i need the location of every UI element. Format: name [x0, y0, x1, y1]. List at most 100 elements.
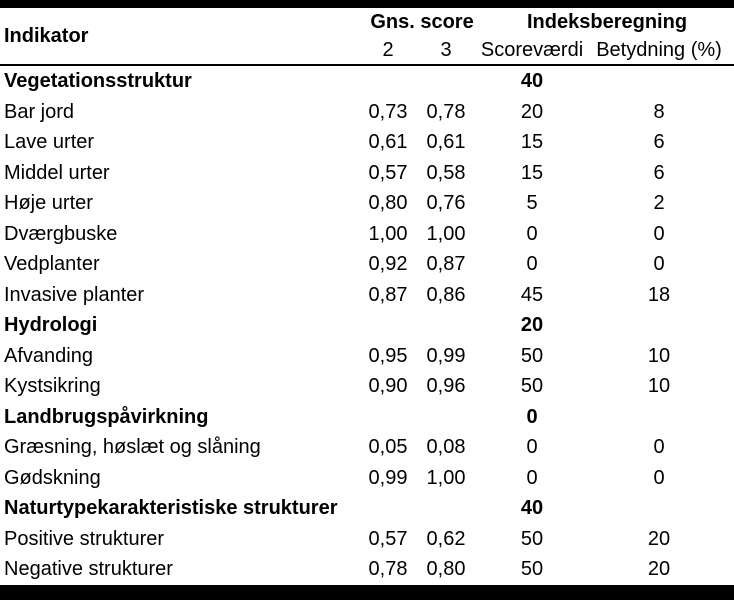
cell-score-3: [412, 310, 480, 341]
cell-scorevaerdi: 40: [520, 70, 544, 92]
cell-score-2: 0,95: [368, 344, 408, 367]
table-header: Indikator Gns. score Indeksberegning 2 3…: [0, 8, 734, 66]
indicator-table: Indikator Gns. score Indeksberegning 2 3…: [0, 8, 734, 587]
header-indeksberegning: Indeksberegning: [527, 11, 688, 33]
cell-scorevaerdi: 40: [520, 497, 544, 519]
row-label: Naturtypekarakteristiske strukturer: [4, 497, 338, 519]
table-row: Invasive planter 0,87 0,86 45 18: [0, 280, 734, 311]
cell-betydning: 0: [653, 466, 665, 489]
cell-score-3: 0,80: [426, 558, 466, 580]
cell-score-2: 0,05: [368, 436, 408, 458]
table-row: Kystsikring 0,90 0,96 50 10: [0, 371, 734, 402]
cell-betydning: [584, 402, 734, 433]
header-gns-score: Gns. score: [370, 11, 474, 33]
cell-score-3: 0,78: [426, 100, 466, 123]
row-label: Høje urter: [4, 192, 93, 214]
cell-score-3: [412, 402, 480, 433]
cell-score-3: 0,58: [426, 161, 466, 184]
cell-score-2: [364, 310, 412, 341]
cell-score-2: 0,61: [368, 131, 408, 153]
cell-score-3: 0,62: [426, 527, 466, 550]
table-row: Positive strukturer 0,57 0,62 50 20: [0, 524, 734, 555]
cell-score-2: [364, 65, 412, 97]
table-row: Negative strukturer 0,78 0,80 50 20: [0, 554, 734, 586]
cell-score-3: 0,08: [426, 436, 466, 458]
table-row: Gødskning 0,99 1,00 0 0: [0, 463, 734, 494]
table-row: Høje urter 0,80 0,76 5 2: [0, 188, 734, 219]
row-label: Negative strukturer: [4, 558, 173, 580]
row-label: Positive strukturer: [4, 527, 165, 550]
cell-score-3: 1,00: [426, 466, 466, 489]
table-row: Dværgbuske 1,00 1,00 0 0: [0, 219, 734, 250]
cell-betydning: 2: [653, 192, 665, 214]
cell-score-2: 0,87: [368, 283, 408, 306]
cell-score-2: 0,99: [368, 466, 408, 489]
table-row: Vedplanter 0,92 0,87 0 0: [0, 249, 734, 280]
header-scorevaerdi: Scoreværdi: [480, 36, 585, 66]
cell-score-2: [364, 402, 412, 433]
group-row: Landbrugspåvirkning 0: [0, 402, 734, 433]
cell-score-2: 0,57: [368, 527, 408, 550]
header-row-sub: 2 3 Scoreværdi Betydning (%): [0, 36, 734, 66]
cell-scorevaerdi: 20: [520, 100, 544, 123]
table-row: Afvanding 0,95 0,99 50 10: [0, 341, 734, 372]
table-row: Græsning, høslæt og slåning 0,05 0,08 0 0: [0, 432, 734, 463]
cell-scorevaerdi: 20: [520, 314, 544, 336]
row-label: Bar jord: [4, 100, 75, 123]
cell-scorevaerdi: 5: [526, 192, 538, 214]
cell-betydning: 0: [653, 436, 665, 458]
group-row: Naturtypekarakteristiske strukturer 40: [0, 493, 734, 524]
header-score-3: 3: [412, 36, 481, 66]
cell-score-3: 0,99: [426, 344, 466, 367]
cell-score-3: [412, 493, 480, 524]
row-label: Kystsikring: [4, 375, 101, 397]
cell-score-2: 0,78: [368, 558, 408, 580]
cell-score-2: 0,92: [368, 253, 408, 275]
cell-betydning: [584, 493, 734, 524]
cell-score-2: [364, 493, 412, 524]
cell-betydning: 20: [647, 527, 671, 550]
cell-scorevaerdi: 50: [520, 344, 544, 367]
cell-scorevaerdi: 0: [526, 222, 538, 245]
table-bottom-rule: [0, 587, 734, 600]
table-top-rule: [0, 0, 734, 8]
cell-scorevaerdi: 0: [526, 253, 538, 275]
cell-score-2: 0,73: [368, 100, 408, 123]
table-row: Bar jord 0,73 0,78 20 8: [0, 97, 734, 128]
cell-score-3: 1,00: [426, 222, 466, 245]
cell-betydning: 0: [653, 222, 665, 245]
row-label: Invasive planter: [4, 283, 145, 306]
cell-score-3: 0,96: [426, 375, 466, 397]
cell-betydning: 6: [653, 161, 665, 184]
table-body: Vegetationsstruktur 40 Bar jord 0,73 0,78 20 8…: [0, 65, 734, 586]
cell-betydning: 20: [647, 558, 671, 580]
cell-betydning: 0: [653, 253, 665, 275]
cell-score-3: 0,86: [426, 283, 466, 306]
cell-betydning: 18: [647, 283, 671, 306]
row-label: Vegetationsstruktur: [4, 70, 192, 92]
table-row: Middel urter 0,57 0,58 15 6: [0, 158, 734, 189]
row-label: Dværgbuske: [4, 222, 118, 245]
cell-betydning: 10: [647, 344, 671, 367]
row-label: Middel urter: [4, 161, 110, 184]
cell-betydning: 6: [653, 131, 665, 153]
cell-betydning: [584, 310, 734, 341]
row-label: Hydrologi: [4, 314, 98, 336]
cell-scorevaerdi: 0: [526, 436, 538, 458]
cell-score-2: 0,57: [368, 161, 408, 184]
cell-score-3: 0,76: [426, 192, 466, 214]
header-row-groups: Indikator Gns. score Indeksberegning: [0, 8, 734, 66]
cell-score-2: 0,80: [368, 192, 408, 214]
cell-scorevaerdi: 50: [520, 558, 544, 580]
cell-score-3: 0,61: [426, 131, 466, 153]
cell-scorevaerdi: 15: [520, 161, 544, 184]
group-row: Vegetationsstruktur 40: [0, 65, 734, 97]
cell-scorevaerdi: 50: [520, 527, 544, 550]
cell-scorevaerdi: 0: [526, 405, 538, 428]
cell-scorevaerdi: 50: [520, 375, 544, 397]
cell-scorevaerdi: 45: [520, 283, 544, 306]
header-indikator: Indikator: [0, 8, 364, 66]
row-label: Vedplanter: [4, 253, 100, 275]
cell-betydning: 8: [653, 100, 665, 123]
